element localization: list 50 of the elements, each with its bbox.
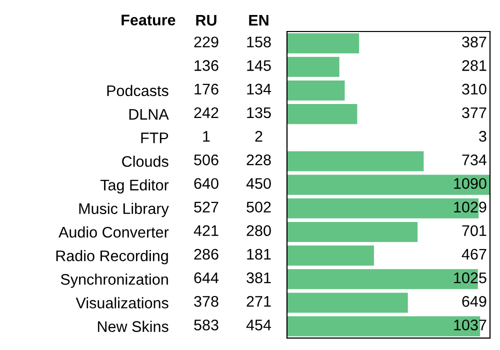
data-label: 467 (462, 248, 486, 260)
data-label: 377 (462, 107, 486, 118)
data-label: 1090 (454, 178, 486, 189)
y-tick-label: Music Library (79, 202, 169, 218)
data-label: 1 (203, 131, 210, 142)
data-label: 450 (246, 178, 271, 189)
y-tick-label: Tag Editor (100, 179, 169, 194)
data-label: 135 (247, 107, 271, 118)
data-label: 286 (194, 248, 218, 260)
data-label: 502 (246, 202, 271, 212)
data-label: 387 (462, 36, 486, 48)
data-label: 506 (194, 154, 218, 166)
y-tick-label: Radio Recording (56, 250, 168, 264)
x-tick-label: EN (249, 15, 268, 26)
y-tick-label: Visualizations (76, 297, 168, 308)
y-axis-title: Feature (122, 14, 176, 26)
data-label: 181 (247, 248, 271, 260)
data-label: 136 (194, 60, 218, 71)
data-label: 701 (462, 225, 486, 236)
data-label: 229 (194, 36, 218, 48)
data-label: 134 (247, 84, 272, 95)
data-label: 3 (479, 130, 486, 142)
data-label: 145 (247, 60, 271, 71)
data-label: 158 (247, 36, 271, 48)
data-label: 228 (246, 154, 271, 166)
data-label: 454 (246, 320, 272, 330)
y-tick-label: Clouds (122, 156, 168, 167)
data-label: 176 (194, 84, 218, 95)
y-tick-label: New Skins (98, 320, 168, 332)
y-tick-label: Podcasts (107, 84, 168, 96)
data-label: 271 (246, 296, 271, 307)
data-label: 649 (462, 296, 486, 307)
data-label: 242 (194, 107, 218, 118)
data-label: 640 (194, 178, 218, 189)
data-label: 2 (255, 130, 262, 142)
data-label: 644 (194, 272, 219, 284)
data-label: 421 (194, 225, 218, 236)
data-label: 280 (246, 225, 271, 236)
y-tick-label: Audio Converter (58, 226, 169, 238)
y-tick-label: Synchronization (60, 274, 168, 288)
x-tick-label: RU (196, 15, 216, 26)
data-label: 381 (246, 272, 271, 284)
data-label: 527 (194, 202, 218, 212)
y-tick-label: DLNA (129, 109, 169, 120)
data-label: 378 (194, 296, 218, 307)
data-label: 281 (462, 60, 486, 71)
data-label: 734 (462, 154, 487, 166)
data-label: 310 (462, 84, 486, 95)
y-tick-label: FTP (141, 132, 168, 144)
data-label: 583 (194, 320, 218, 330)
